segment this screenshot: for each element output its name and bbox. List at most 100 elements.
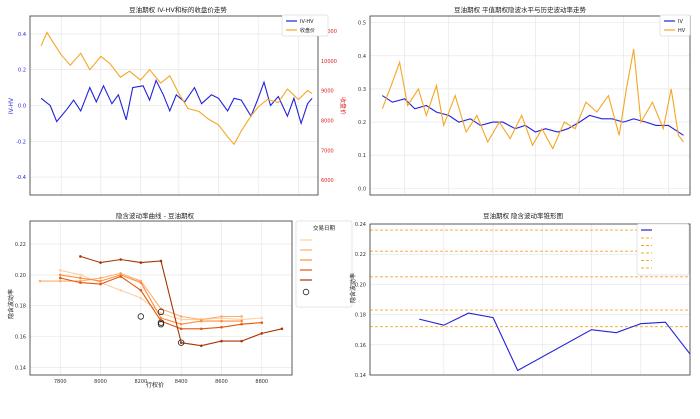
series-line-close-price [40,31,313,146]
data-point [220,319,223,323]
chart-title: 豆油期权 平值期权隐波水平与历史波动率走势 [454,5,587,14]
data-point [159,316,163,320]
axis-ticks: 0.0 0.1 0.2 0.3 0.4 0.5 [358,21,366,193]
y-tick-label: 0.0 [358,186,366,192]
data-point [79,281,82,284]
series-line-ivhv [40,78,313,126]
atm-point [177,339,185,346]
data-point [79,273,82,277]
panel-iv-smile: 隐含波动率曲线 - 豆油期权 行权价 隐含波动率 7800 8000 8200 840… [7,211,353,389]
data-point [79,255,82,258]
y2-tick-label: 8000 [321,118,334,124]
y-tick-label: -0.4 [16,175,26,181]
legend-box [659,14,691,37]
series-lines [40,31,313,146]
y2-tick-label: 6000 [321,178,334,184]
y-tick-label: 0.1 [358,153,366,159]
y-tick-label: 0.0 [18,104,26,110]
data-point [99,261,102,264]
data-point [179,315,183,318]
axis-ticks: -0.4 -0.2 0.0 0.2 0.4 6000 7000 8000 9000 10000 11… [16,29,337,184]
series-line-iv [381,95,684,136]
y2-tick-label: 9000 [321,89,334,95]
data-point [139,289,143,292]
y-tick-label: 0.4 [18,32,26,38]
legend-label-price: 收盘价 [300,27,315,34]
legend-swatch-atm [302,288,310,296]
grid [30,16,318,195]
data-point [119,289,122,292]
y-tick-label: 0.18 [15,304,26,310]
series-lines [381,49,684,150]
data-point [58,268,62,272]
data-point [58,279,62,283]
data-point [260,321,264,324]
y-tick-label: 0.2 [18,68,26,74]
data-point [159,312,163,315]
data-point [220,339,223,343]
plot-frame [369,223,691,376]
data-point [99,276,102,280]
atm-point [157,308,165,316]
data-point [139,296,143,300]
atm-markers [137,308,185,346]
data-point [240,319,243,323]
data-point [139,261,143,264]
axis-ticks: 7800 8000 8200 8400 8600 8800 0.14 0.16 0.18 0.20… [15,242,268,385]
x-tick-label: 7800 [54,379,67,385]
legend-label-hv: HV [678,28,686,34]
y-axis-label: IV-HV [8,97,15,114]
percentile-lines [370,229,690,328]
series-lines [419,312,691,372]
x-tick-label: 8800 [255,379,268,385]
data-point [159,259,163,263]
data-point [240,339,243,343]
y-tick-label: 0.14 [355,373,366,379]
data-point [260,316,264,320]
y-tick-label: 0.3 [358,87,366,93]
legend [636,223,690,276]
x-tick-label: 8000 [94,379,107,385]
data-point [240,322,243,326]
y-tick-label: 0.16 [355,343,366,349]
grid [30,221,292,375]
data-point [179,327,183,331]
data-point [119,258,122,261]
axis-ticks: 0.14 0.16 0.18 0.20 0.22 0.24 [355,222,366,379]
chart-title: 豆油期权 IV-HV和标的收盘价走势 [129,5,227,14]
x-tick-label: 8200 [134,379,147,385]
data-point [58,273,62,277]
grid [370,16,690,195]
y-tick-label: 0.22 [355,252,366,258]
legend-label-ivhv: IV-HV [300,19,314,25]
panel-iv-hv-trend: 豆油期权 平值期权隐波水平与历史波动率走势 0.0 0.1 0.2 0.3 0.4 0.5… [358,5,691,196]
legend-label-iv: IV [678,19,683,25]
data-point [179,341,183,344]
data-point [179,322,183,326]
y-tick-label: 0.24 [355,222,366,228]
panel-iv-cone: 豆油期权 隐含波动率锥形图 隐含波动率 0.14 0.16 0.18 0.20 0.22… [349,211,691,379]
data-point [260,332,264,335]
legend-box [295,220,353,308]
y-tick-label: -0.2 [16,139,26,145]
data-point [220,325,223,329]
y-tick-label: 0.4 [358,54,366,60]
y-tick-label: 0.5 [358,21,366,27]
y-tick-label: 0.20 [355,282,366,288]
x-tick-label: 8400 [175,379,188,385]
y2-tick-label: 7000 [321,148,334,154]
plot-frame [369,15,691,196]
legend-box [281,14,329,37]
y-tick-label: 0.2 [358,120,366,126]
data-point [200,319,203,323]
y-tick-label: 0.22 [15,242,26,248]
y2-tick-label: 11000 [321,29,337,35]
data-point [200,344,203,348]
data-point [99,279,102,283]
x-tick-label: 8600 [215,379,228,385]
y-axis-label: 隐含波动率 [7,289,15,319]
series-line-iv [419,312,691,372]
data-point [220,315,223,318]
legend-items [300,239,312,296]
